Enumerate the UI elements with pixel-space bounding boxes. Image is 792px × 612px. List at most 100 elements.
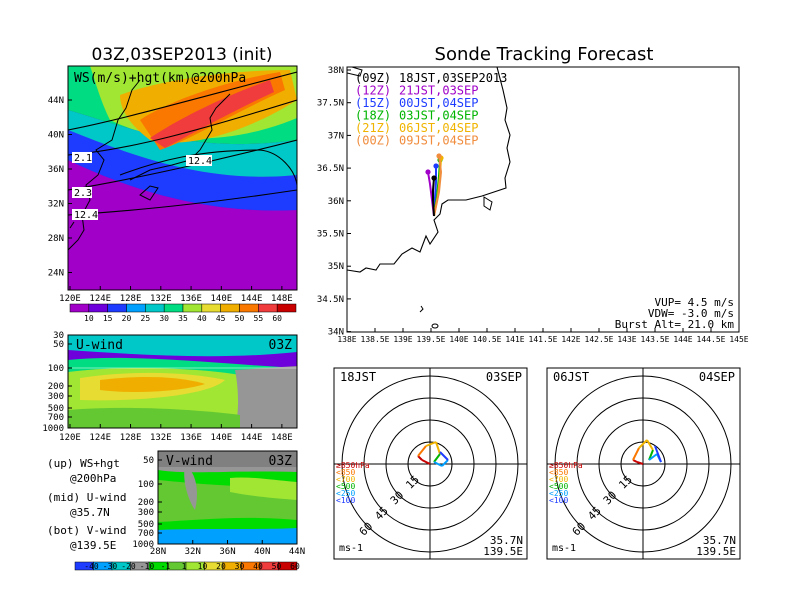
lat-tick-label: 36.5N [317,164,344,174]
track-09z [432,177,435,217]
lat-tick-label: 35N [328,262,344,272]
hodograph-trace-segment [646,439,654,451]
launch-jst: 21JST,03SEP [399,84,478,98]
contour-label: 12.4 [188,156,212,167]
note-mid: (mid) U-wind [47,491,126,504]
colorbar-label: 20 [122,314,132,323]
level-legend-item: <700 [336,475,355,484]
coastline-asia [68,79,141,251]
pressure-tick-label: 500 [138,520,154,530]
colorbar-label: 15 [103,314,113,323]
burst-alt-readout: Burst Alt= 21.0 km [615,318,735,331]
island [419,305,424,313]
lon-tick-label: 140E [449,335,468,344]
hgt-contour [68,189,297,216]
colorbar-label: -40 [84,562,99,571]
lon-tick-label: 140E [210,294,232,304]
hodograph-trace-segment [441,459,449,467]
hodograph-lon: 139.5E [696,545,736,558]
u-lon-ticks: 120E 124E 128E 132E 136E 140E 144E 148E [59,424,293,443]
hodograph-trace-segment [417,455,423,461]
u-field-weak [235,366,297,428]
colorbar-label: -30 [103,562,118,571]
launch-z: (12Z) [355,84,391,98]
colorbar-label: -20 [121,562,136,571]
level-legend-item: ≥850hPa [336,461,370,470]
burst-point-00z [436,153,442,159]
v-panel-time: 03Z [269,454,293,469]
vdw-readout: VDW= -3.0 m/s [648,307,734,320]
lat-tick-label: 37.5N [317,99,344,109]
lat-tick-label: 28N [150,547,166,557]
pressure-tick-label: 50 [53,340,64,350]
lon-tick-label: 143.5E [641,335,670,344]
u-panel-frame [67,334,298,429]
v-field [184,466,197,510]
lon-tick-label: 136E [180,433,202,443]
colorbar-swatch [145,303,165,313]
colorbar-label: 20 [216,562,226,571]
hodograph-trace-segment [417,445,427,457]
lon-tick-label: 139E [393,335,412,344]
panel-legend-notes: (up) WS+hgt @200hPa (mid) U-wind @35.7N … [47,457,126,552]
level-legend-item: <100 [549,496,568,505]
lon-tick-label: 124E [89,294,111,304]
level-legend-item: <850 [549,468,568,477]
colorbar-label: 60 [272,314,282,323]
colorbar-swatch [201,303,221,313]
colorbar-label: 45 [216,314,226,323]
hodograph-date: 04SEP [699,370,735,384]
pressure-tick-label: 200 [48,382,64,392]
colorbar-swatch [88,303,108,313]
map-lat-ticks: 44N 40N 36N 32N 28N 24N [48,96,72,279]
lon-tick-label: 144E [241,433,263,443]
left-title: 03Z,03SEP2013 (init) [92,45,273,65]
lat-tick-label: 40N [254,547,270,557]
colorbar-swatch [163,303,184,313]
colorbar-label: 55 [254,314,264,323]
coastline-bay [483,196,493,211]
island [431,323,439,329]
launch-jst: 00JST,04SEP [399,96,478,110]
colorbar-label: 40 [253,562,263,571]
lat-tick-label: 35.5N [317,230,344,240]
pressure-tick-label: 500 [48,404,64,414]
lat-tick-label: 44N [289,547,305,557]
colorbar-label: 25 [141,314,151,323]
hodograph-trace-segment [421,459,431,465]
launch-jst: 18JST,03SEP2013 [399,71,507,85]
pressure-tick-label: 300 [48,392,64,402]
colorbar-label: 50 [272,562,282,571]
lon-tick-label: 140E [210,433,232,443]
lat-tick-label: 37N [328,131,344,141]
lat-tick-label: 24N [48,269,64,279]
hodograph-trace-segment [433,461,443,467]
v-field [230,477,297,500]
vup-readout: VUP= 4.5 m/s [655,296,734,309]
launch-jst: 09JST,04SEP [399,134,478,148]
pressure-tick-label: 1000 [42,424,64,434]
ws-field-15 [68,130,297,211]
lon-tick-label: 132E [150,433,172,443]
track-00z [433,155,443,217]
hodograph-lat: 35.7N [490,534,523,547]
hodograph-unit: ms-1 [552,543,576,554]
pressure-tick-label: 100 [48,364,64,374]
level-legend-item: <700 [549,475,568,484]
ws-map-label: WS(m/s)+hgt(km)@200hPa [74,71,246,86]
coastline-kyushu [139,185,159,201]
wind-colorbar: -40 -30 -20 -10 -1 1 10 20 30 40 50 60 [74,561,300,571]
colorbar-swatch [276,303,297,313]
launch-jst: 03JST,04SEP [399,109,478,123]
pressure-tick-label: 100 [138,480,154,490]
pressure-tick-label: 1000 [132,540,154,550]
hodograph-lon: 139.5E [483,545,523,558]
colorbar-label: 1 [182,562,187,571]
note-bot: (bot) V-wind [47,524,126,537]
launch-z: (18Z) [355,109,391,123]
lon-tick-label: 120E [59,433,81,443]
pressure-tick-label: 50 [143,456,154,466]
